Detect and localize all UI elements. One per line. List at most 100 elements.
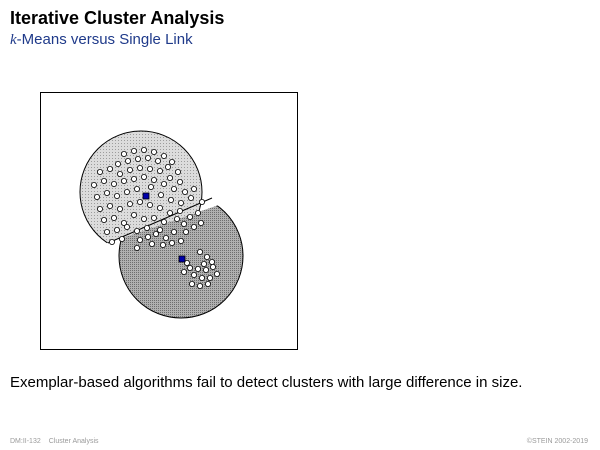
data-point — [180, 268, 187, 275]
data-point — [181, 189, 188, 196]
data-point — [167, 197, 174, 204]
footer-section: Cluster Analysis — [48, 438, 99, 445]
data-point — [131, 176, 138, 183]
data-point — [206, 274, 213, 281]
data-points — [91, 147, 220, 289]
data-point — [107, 166, 114, 173]
data-point — [174, 169, 181, 176]
data-point — [151, 177, 158, 184]
data-point — [94, 194, 101, 201]
data-point — [190, 271, 197, 278]
cluster-diagram — [40, 92, 298, 350]
data-point — [134, 244, 141, 251]
data-point — [147, 166, 154, 173]
data-point — [114, 193, 121, 200]
data-point — [177, 237, 184, 244]
data-point — [124, 223, 131, 230]
data-point — [204, 280, 211, 287]
data-point — [127, 201, 134, 208]
data-point — [160, 241, 167, 248]
data-point — [153, 230, 160, 237]
data-point — [131, 212, 138, 219]
data-point — [173, 216, 180, 223]
data-point — [141, 147, 148, 154]
data-point — [165, 164, 172, 171]
data-point — [149, 240, 156, 247]
data-point — [190, 223, 197, 230]
data-point — [157, 226, 164, 233]
data-point — [177, 200, 184, 207]
data-point — [194, 265, 201, 272]
data-point — [117, 206, 124, 213]
data-point — [117, 171, 124, 178]
data-point — [168, 239, 175, 246]
data-point — [107, 203, 114, 210]
data-point — [147, 202, 154, 209]
data-point — [180, 220, 187, 227]
data-point — [155, 158, 162, 165]
data-point — [163, 234, 170, 241]
data-point — [111, 181, 118, 188]
data-point — [157, 205, 164, 212]
data-point — [151, 149, 158, 156]
data-point — [141, 174, 148, 181]
data-point — [161, 181, 168, 188]
data-point — [190, 186, 197, 193]
data-point — [114, 226, 121, 233]
data-point — [186, 264, 193, 271]
data-point — [208, 258, 215, 265]
data-point — [167, 175, 174, 182]
data-point — [161, 153, 168, 160]
centroid-1 — [142, 192, 150, 200]
data-point — [134, 227, 141, 234]
data-point — [170, 186, 177, 193]
footer-left: DM:II-132 Cluster Analysis — [10, 438, 107, 445]
data-point — [121, 151, 128, 158]
data-point — [137, 199, 144, 206]
data-point — [161, 219, 168, 226]
data-point — [115, 161, 122, 168]
data-point — [141, 216, 148, 223]
data-point — [91, 182, 98, 189]
data-point — [101, 217, 108, 224]
data-point — [127, 167, 134, 174]
footer-copyright: ©STEIN 2002-2019 — [526, 438, 588, 445]
data-point — [200, 260, 207, 267]
data-point — [97, 169, 104, 176]
data-point — [137, 165, 144, 172]
cluster-figure — [40, 92, 298, 350]
data-point — [176, 208, 183, 215]
data-point — [134, 186, 141, 193]
data-point — [183, 259, 190, 266]
data-point — [144, 224, 151, 231]
data-point — [125, 158, 132, 165]
slide-title: Iterative Cluster Analysis — [10, 8, 225, 28]
data-point — [109, 238, 116, 245]
data-point — [170, 228, 177, 235]
footer-page: DM:II-132 — [10, 438, 41, 445]
slide-subtitle: k-Means versus Single Link — [10, 31, 193, 49]
data-point — [167, 210, 174, 217]
data-point — [213, 270, 220, 277]
data-point — [168, 159, 175, 166]
subtitle-text: -Means versus Single Link — [16, 31, 193, 48]
data-point — [135, 156, 142, 163]
data-point — [124, 189, 131, 196]
data-point — [119, 235, 126, 242]
data-point — [176, 179, 183, 186]
data-point — [121, 219, 128, 226]
data-point — [187, 195, 194, 202]
data-point — [194, 210, 201, 217]
k-variable: k — [10, 32, 17, 48]
data-point — [209, 263, 216, 270]
data-point — [104, 228, 111, 235]
data-point — [197, 219, 204, 226]
data-point — [121, 178, 128, 185]
data-point — [186, 214, 193, 221]
data-point — [188, 280, 195, 287]
data-point — [148, 184, 155, 191]
data-point — [196, 282, 203, 289]
data-point — [202, 266, 209, 273]
data-point — [111, 215, 118, 222]
data-point — [151, 215, 158, 222]
